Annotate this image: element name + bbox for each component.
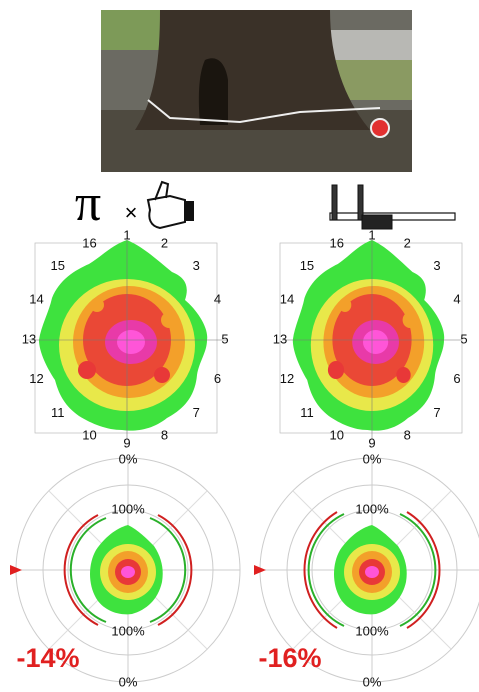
sensor-label: 11 <box>300 405 314 420</box>
sensor-label: 16 <box>82 235 96 250</box>
polar-label: 100% <box>355 501 389 516</box>
sensor-label: 1 <box>123 227 130 242</box>
sensor-label: 15 <box>50 258 64 273</box>
sensor-label: 2 <box>161 235 168 250</box>
sensor-label: 9 <box>368 435 375 450</box>
sensor-label: 7 <box>433 405 440 420</box>
tomogram-right <box>279 239 463 441</box>
sensor-label: 6 <box>453 371 460 386</box>
polar-label: 0% <box>119 674 138 689</box>
sensor-label: 7 <box>193 405 200 420</box>
sensor-label: 11 <box>51 405 65 420</box>
sensor-label: 6 <box>214 371 221 386</box>
polar-plot-right <box>254 457 479 683</box>
sensor-label: 5 <box>221 331 228 346</box>
change-label: -16% <box>258 643 321 673</box>
caliper-icon <box>329 184 456 230</box>
tomogram-left <box>26 239 228 441</box>
sensor-label: 4 <box>214 292 221 307</box>
sensor-label: 2 <box>404 235 411 250</box>
polar-label: 0% <box>363 674 382 689</box>
sensor-label: 14 <box>280 292 294 307</box>
pi-symbol: π <box>75 175 101 232</box>
sensor-label: 9 <box>123 435 130 450</box>
polar-label: 0% <box>119 451 138 466</box>
sensor-label: 10 <box>82 428 96 443</box>
polar-plot-left <box>10 457 241 683</box>
sensor-label: 8 <box>161 428 168 443</box>
polar-label: 0% <box>363 451 382 466</box>
times-symbol: × <box>125 200 138 225</box>
sensor-label: 12 <box>280 371 294 386</box>
change-label: -14% <box>16 643 79 673</box>
sensor-label: 16 <box>330 235 344 250</box>
sensor-label: 15 <box>300 258 314 273</box>
tree-photo <box>101 10 412 172</box>
sensor-label: 1 <box>368 227 375 242</box>
sensor-label: 4 <box>453 292 460 307</box>
sensor-label: 10 <box>330 428 344 443</box>
hand-icon <box>146 180 194 230</box>
sensor-label: 5 <box>460 331 467 346</box>
polar-label: 100% <box>355 623 389 638</box>
sensor-label: 13 <box>273 331 287 346</box>
polar-label: 100% <box>111 623 145 638</box>
sensor-label: 3 <box>193 258 200 273</box>
polar-label: 100% <box>111 501 145 516</box>
sensor-label: 13 <box>22 331 36 346</box>
sensor-label: 8 <box>404 428 411 443</box>
sensor-label: 14 <box>29 292 43 307</box>
sensor-label: 12 <box>29 371 43 386</box>
sensor-label: 3 <box>433 258 440 273</box>
